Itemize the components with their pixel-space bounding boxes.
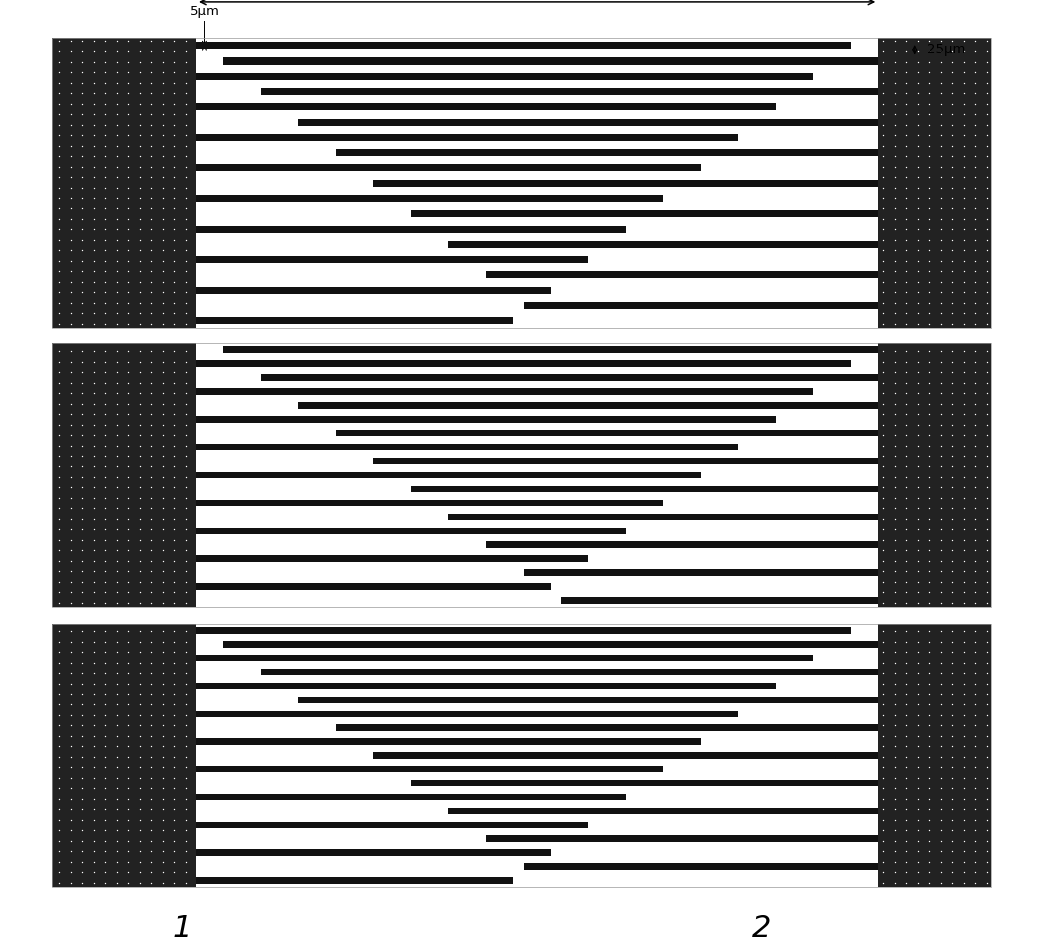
Bar — [196, 822, 588, 828]
Text: 5μm: 5μm — [190, 5, 219, 18]
Bar — [196, 527, 626, 534]
Bar — [373, 752, 878, 759]
Bar — [52, 624, 991, 887]
Bar — [373, 458, 878, 465]
Bar — [52, 38, 196, 328]
Bar — [336, 724, 878, 731]
Bar — [261, 374, 878, 381]
Bar — [196, 195, 663, 202]
Bar — [411, 210, 878, 217]
Bar — [196, 361, 851, 367]
Bar — [196, 710, 738, 717]
Bar — [261, 669, 878, 675]
Bar — [448, 807, 878, 814]
Bar — [298, 697, 878, 704]
Text: 2: 2 — [752, 914, 771, 942]
Bar — [196, 72, 814, 80]
Bar — [196, 134, 738, 141]
Bar — [878, 38, 991, 328]
Text: 25μm: 25μm — [927, 44, 966, 56]
Bar — [52, 38, 991, 328]
Bar — [336, 430, 878, 436]
Bar — [486, 542, 878, 548]
Bar — [52, 624, 196, 887]
Bar — [878, 343, 991, 607]
Bar — [196, 584, 551, 589]
Bar — [196, 849, 551, 856]
Bar — [52, 624, 991, 887]
Bar — [52, 38, 991, 328]
Bar — [196, 627, 851, 634]
Bar — [52, 343, 196, 607]
Bar — [196, 555, 588, 562]
Bar — [561, 597, 878, 604]
Bar — [196, 165, 701, 171]
Bar — [196, 256, 588, 263]
Bar — [878, 624, 991, 887]
Bar — [196, 766, 663, 772]
Bar — [411, 780, 878, 786]
Bar — [196, 500, 663, 506]
Text: 1: 1 — [173, 914, 192, 942]
Bar — [196, 42, 851, 50]
Bar — [486, 836, 878, 842]
Bar — [196, 416, 776, 423]
Bar — [524, 863, 878, 869]
Bar — [196, 655, 814, 662]
Bar — [411, 486, 878, 492]
Bar — [448, 514, 878, 520]
Bar — [373, 180, 878, 187]
Bar — [196, 317, 513, 325]
Bar — [223, 347, 878, 353]
Bar — [196, 739, 701, 744]
Bar — [223, 642, 878, 647]
Bar — [196, 794, 626, 801]
Bar — [52, 343, 991, 607]
Bar — [524, 569, 878, 576]
Bar — [196, 226, 626, 232]
Bar — [336, 149, 878, 156]
Bar — [448, 241, 878, 248]
Bar — [298, 402, 878, 408]
Bar — [486, 271, 878, 279]
Bar — [223, 57, 878, 65]
Bar — [196, 388, 814, 395]
Bar — [196, 683, 776, 689]
Bar — [196, 104, 776, 110]
Bar — [196, 287, 551, 294]
Bar — [298, 119, 878, 126]
Bar — [524, 302, 878, 309]
Bar — [52, 343, 991, 607]
Bar — [196, 472, 701, 478]
Bar — [261, 88, 878, 95]
Bar — [196, 444, 738, 450]
Bar — [196, 877, 513, 883]
